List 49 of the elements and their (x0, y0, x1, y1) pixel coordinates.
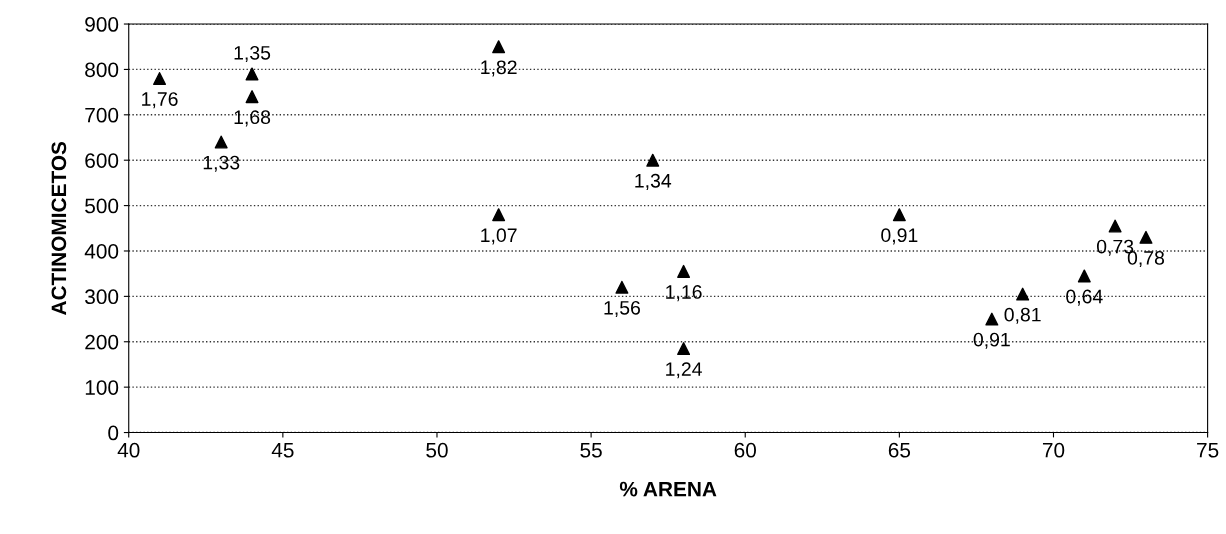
annotation: 1,76 (142, 92, 178, 109)
annotation: 0,91 (973, 332, 1010, 349)
x-tick-label: 75 (1197, 443, 1219, 458)
annotation: 0,64 (1066, 289, 1103, 306)
annotation: 1,33 (203, 155, 240, 172)
annotation: 1,34 (635, 173, 672, 190)
x-tick-label: 60 (734, 442, 757, 458)
x-axis-title: % ARENA (619, 481, 717, 497)
y-tick-label: 600 (85, 153, 119, 168)
annotation: 1,82 (481, 60, 517, 77)
point (214, 135, 228, 149)
annotation: 1,56 (604, 300, 640, 318)
point (892, 208, 906, 222)
x-tick-label: 65 (888, 442, 911, 458)
x-tick-label: 55 (580, 443, 602, 458)
point (1077, 269, 1091, 283)
annotation: 1,24 (666, 362, 702, 379)
x-tick-label: 40 (117, 442, 140, 458)
point (646, 153, 660, 167)
point (245, 90, 259, 104)
annotation: 1,68 (234, 110, 271, 127)
y-tick-label: 900 (85, 17, 119, 32)
y-tick-label: 700 (85, 107, 119, 123)
point (677, 342, 691, 356)
point (1016, 287, 1030, 301)
point (1139, 230, 1153, 244)
annotation: 1,16 (666, 285, 702, 302)
point (985, 312, 999, 326)
x-tick-label: 70 (1042, 442, 1065, 458)
y-tick-label: 800 (85, 62, 119, 78)
y-tick-label: 100 (85, 380, 119, 395)
annotation: 1,35 (234, 45, 271, 63)
annotation: 1,07 (481, 228, 517, 245)
y-tick-label: 200 (85, 334, 119, 350)
point (615, 280, 629, 294)
y-tick-label: 300 (85, 289, 119, 305)
y-axis-title: ACTINOMICETOS (51, 141, 67, 315)
annotation: 0,91 (881, 228, 918, 245)
point (677, 264, 691, 278)
point (492, 208, 506, 222)
point (492, 40, 506, 54)
point (1108, 219, 1122, 233)
y-tick-label: 500 (85, 198, 119, 214)
point (153, 71, 167, 86)
annotation: 0,81 (1004, 307, 1041, 324)
x-tick-label: 50 (426, 442, 448, 458)
y-tick-label: 400 (84, 243, 119, 259)
x-tick-label: 45 (271, 443, 294, 458)
y-tick-label: 0 (108, 425, 119, 441)
